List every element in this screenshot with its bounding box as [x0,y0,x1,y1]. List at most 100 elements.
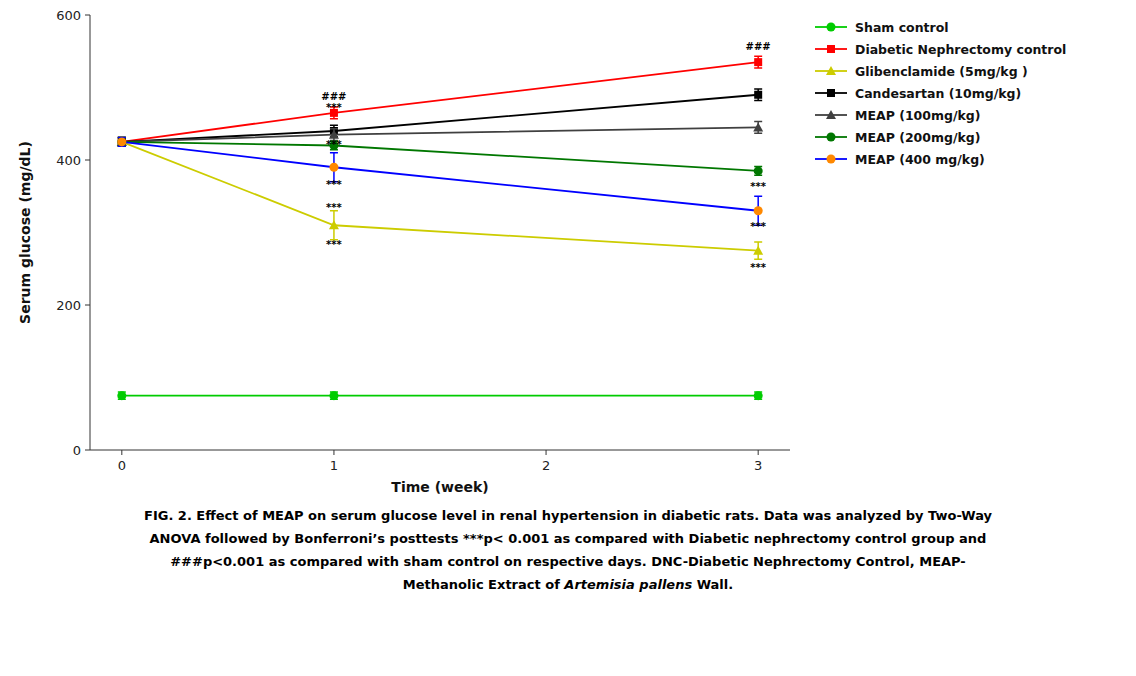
error-bar [330,153,338,182]
y-tick-label: 0 [73,443,81,458]
error-bar [118,138,126,147]
annotation: *** [326,202,342,213]
x-tick-label: 0 [118,458,126,473]
data-point [329,130,339,139]
y-tick-label: 400 [56,153,81,168]
legend-entry: MEAP (400 mg/kg) [815,152,985,167]
x-tick [333,450,334,455]
legend-marker [827,155,836,164]
y-axis-label: Serum glucose (mg/dL) [17,141,33,324]
legend-entry: MEAP (100mg/kg) [815,108,980,123]
annotation: *** [750,221,766,232]
caption-text: Methanolic Extract of [403,577,565,592]
y-axis [90,15,91,450]
legend-marker [827,23,836,32]
error-bar [118,138,126,147]
error-bar [118,138,126,147]
data-point [754,391,763,400]
annotation: *** [750,262,766,273]
series [117,391,762,400]
series [117,137,762,175]
data-point [754,206,763,215]
annotation: *** [750,181,766,192]
x-tick [758,450,759,455]
data-point [117,137,126,146]
error-bar [754,167,762,176]
data-point [117,137,127,146]
data-point [754,166,763,175]
legend-label: Candesartan (10mg/kg) [855,86,1021,101]
y-tick-label: 200 [56,298,81,313]
data-point [329,163,338,172]
x-axis [90,450,790,451]
error-bar [754,89,762,101]
y-tick [85,450,90,451]
error-bar [118,138,126,147]
data-point [117,391,126,400]
data-point [118,138,126,146]
legend-marker [827,45,835,53]
legend-label: MEAP (100mg/kg) [855,108,980,123]
series-line [122,395,758,397]
annotation: *** [326,102,342,113]
legend-marker [826,110,836,119]
legend-label: Sham control [855,20,949,35]
x-tick [121,450,122,455]
caption-line: ANOVA followed by Bonferroni’s posttests… [150,531,987,546]
chart: 0 1 2 3 0 200 400 600 Time (week) Serum glucose (… [0,0,1136,676]
data-point [329,220,339,229]
y-tick [85,160,90,161]
y-tick-label: 600 [56,8,81,23]
y-tick [85,305,90,306]
series-line [122,142,758,211]
data-point [118,138,126,146]
caption-text: Wall. [692,577,733,592]
caption-line: ###p<0.001 as compared with sham control… [170,554,966,569]
legend-entry: Glibenclamide (5mg/kg ) [815,64,1028,79]
series-line [122,142,758,251]
error-bar [754,242,762,259]
series [117,137,763,259]
annotation: *** [326,139,342,150]
caption-text: Artemisia pallens [563,577,692,592]
caption-text: ###p<0.001 as compared with sham control… [170,554,966,569]
x-axis-label: Time (week) [391,479,488,495]
error-bar [118,138,126,147]
x-tick-label: 3 [754,458,762,473]
data-point [754,91,762,99]
data-point [753,122,763,131]
error-bar [754,392,762,399]
legend-label: Glibenclamide (5mg/kg ) [855,64,1028,79]
error-bar [330,392,338,399]
x-tick-label: 1 [330,458,338,473]
series-line [122,127,758,142]
legend-label: Diabetic Nephrectomy control [855,42,1066,57]
legend-label: MEAP (400 mg/kg) [855,152,985,167]
data-point [117,137,126,146]
caption-text: FIG. 2. Effect of MEAP on serum glucose … [144,508,993,523]
series [118,89,762,146]
x-tick-label: 2 [542,458,550,473]
data-point [329,391,338,400]
legend-entry: Candesartan (10mg/kg) [815,86,1021,101]
legend-marker [826,66,836,75]
caption-line: Methanolic Extract of Artemisia pallens … [403,577,733,592]
series [118,56,762,146]
legend-label: MEAP (200mg/kg) [855,130,980,145]
series-line [122,95,758,142]
legend: Sham control Diabetic Nephrectomy control… [815,20,1066,167]
series [117,137,762,225]
error-bar [754,56,762,68]
series [117,122,763,147]
annotation: ### [746,41,771,52]
legend-entry: Sham control [815,20,949,35]
data-point [117,137,127,146]
legend-marker [827,89,835,97]
error-bar [118,392,126,399]
legend-marker [827,133,836,142]
annotation: *** [326,179,342,190]
plot-area [117,56,763,400]
error-bar [754,122,762,134]
annotation: *** [326,239,342,250]
caption-text: ANOVA followed by Bonferroni’s posttests… [150,531,987,546]
